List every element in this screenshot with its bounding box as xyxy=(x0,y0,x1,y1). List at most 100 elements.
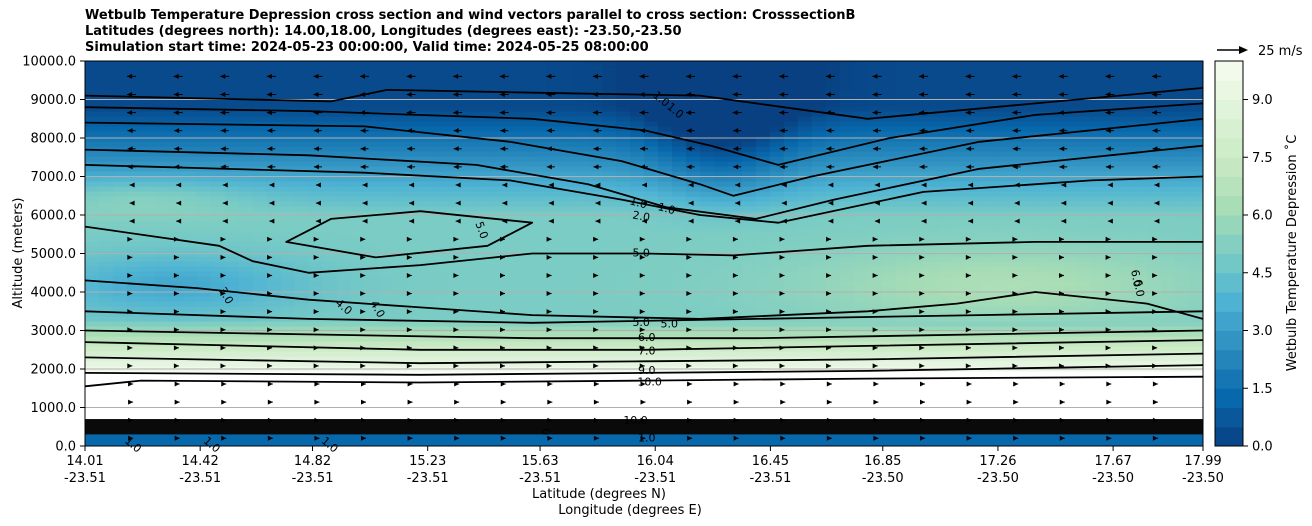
field-cell xyxy=(630,241,645,247)
field-cell xyxy=(783,271,799,277)
field-cell xyxy=(154,241,170,247)
field-cell xyxy=(783,181,799,187)
field-cell xyxy=(713,231,729,237)
field-cell xyxy=(420,346,435,352)
field-cell xyxy=(671,191,687,197)
field-cell xyxy=(895,146,911,152)
field-cell xyxy=(560,281,575,287)
field-cell xyxy=(1007,206,1022,212)
field-cell xyxy=(811,156,827,162)
field-cell xyxy=(1077,391,1092,397)
field-cell xyxy=(574,156,589,162)
field-cell xyxy=(1091,371,1106,377)
field-cell xyxy=(196,161,212,167)
field-cell xyxy=(1091,286,1106,292)
field-cell xyxy=(769,301,785,307)
field-cell xyxy=(294,146,310,152)
field-cell xyxy=(504,396,519,402)
field-cell xyxy=(476,286,491,292)
field-cell xyxy=(462,271,477,277)
field-cell xyxy=(630,186,645,192)
field-cell xyxy=(560,351,575,357)
field-cell xyxy=(210,216,226,222)
field-cell xyxy=(993,276,1008,282)
field-cell xyxy=(951,191,967,197)
field-cell xyxy=(308,176,324,182)
field-cell xyxy=(182,306,198,312)
field-cell xyxy=(140,236,156,242)
field-cell xyxy=(504,271,519,277)
field-cell xyxy=(378,271,394,277)
field-cell xyxy=(1133,146,1148,152)
field-cell xyxy=(993,361,1008,367)
field-cell xyxy=(1063,321,1078,327)
field-cell xyxy=(574,306,589,312)
field-cell xyxy=(112,176,128,182)
field-cell xyxy=(769,286,785,292)
field-cell xyxy=(965,301,980,307)
field-cell xyxy=(797,231,813,237)
field-cell xyxy=(378,406,394,412)
field-cell xyxy=(280,396,296,402)
field-cell xyxy=(1035,276,1050,282)
field-cell xyxy=(378,411,394,417)
field-cell xyxy=(769,416,785,422)
field-cell xyxy=(1161,301,1176,307)
field-cell xyxy=(1189,151,1203,157)
field-cell xyxy=(336,311,352,317)
field-cell xyxy=(630,266,645,272)
field-cell xyxy=(713,381,729,387)
field-cell xyxy=(937,416,953,422)
field-cell xyxy=(336,211,352,217)
field-cell xyxy=(448,256,463,262)
field-cell xyxy=(616,146,631,152)
field-cell xyxy=(839,156,855,162)
field-cell xyxy=(210,311,226,317)
field-cell xyxy=(811,281,827,287)
field-cell xyxy=(1007,176,1022,182)
field-cell xyxy=(783,141,799,147)
field-cell xyxy=(294,336,310,342)
field-cell xyxy=(154,211,170,217)
field-cell xyxy=(252,356,268,362)
field-cell xyxy=(308,166,324,172)
field-cell xyxy=(350,326,366,332)
field-cell xyxy=(797,191,813,197)
field-cell xyxy=(588,321,603,327)
field-cell xyxy=(406,391,421,397)
field-cell xyxy=(168,411,184,417)
field-cell xyxy=(811,416,827,422)
field-cell xyxy=(462,286,477,292)
field-cell xyxy=(1049,276,1064,282)
field-cell xyxy=(1175,411,1190,417)
field-cell xyxy=(699,286,715,292)
field-cell xyxy=(392,301,408,307)
field-cell xyxy=(1035,266,1050,272)
field-cell xyxy=(797,186,813,192)
field-cell xyxy=(490,176,505,182)
field-cell xyxy=(434,216,449,222)
field-cell xyxy=(671,146,687,152)
field-cell xyxy=(839,236,855,242)
field-cell xyxy=(1147,316,1162,322)
field-cell xyxy=(308,196,324,202)
field-cell xyxy=(504,321,519,327)
field-cell xyxy=(532,191,547,197)
field-cell xyxy=(266,196,282,202)
field-cell xyxy=(1035,386,1050,392)
field-cell xyxy=(1021,221,1036,227)
field-cell xyxy=(518,281,533,287)
field-cell xyxy=(895,406,911,412)
field-cell xyxy=(476,236,491,242)
field-cell xyxy=(1105,301,1120,307)
field-cell xyxy=(546,206,561,212)
field-cell xyxy=(560,216,575,222)
field-cell xyxy=(532,246,547,252)
field-cell xyxy=(657,286,673,292)
field-cell xyxy=(769,306,785,312)
field-cell xyxy=(112,361,128,367)
field-cell xyxy=(993,311,1008,317)
field-cell xyxy=(476,306,491,312)
field-cell xyxy=(1133,231,1148,237)
field-cell xyxy=(895,301,911,307)
